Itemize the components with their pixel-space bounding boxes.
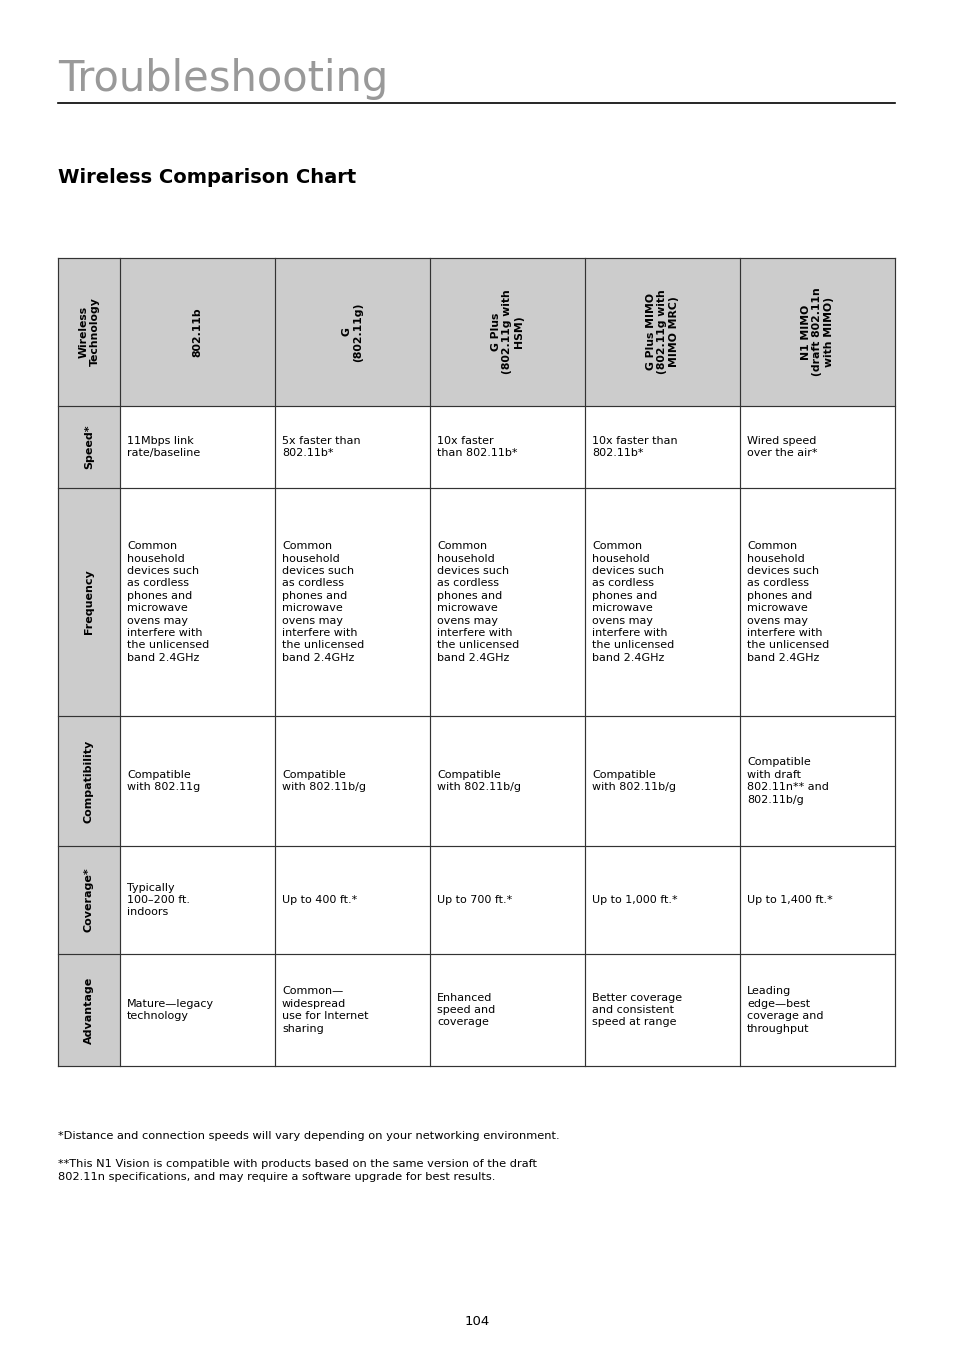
Bar <box>584 846 740 954</box>
Text: Compatible
with 802.11b/g: Compatible with 802.11b/g <box>282 770 366 792</box>
Text: 10x faster
than 802.11b*: 10x faster than 802.11b* <box>436 436 517 458</box>
Bar <box>58 846 120 954</box>
Bar <box>120 716 274 846</box>
Text: G Plus
(802.11g with
HSM): G Plus (802.11g with HSM) <box>491 289 523 375</box>
Bar <box>584 954 740 1066</box>
Bar <box>740 406 894 488</box>
Text: Compatible
with 802.11g: Compatible with 802.11g <box>127 770 200 792</box>
Bar <box>584 258 740 406</box>
Text: Common
household
devices such
as cordless
phones and
microwave
ovens may
interfe: Common household devices such as cordles… <box>592 541 674 662</box>
Text: G Plus MIMO
(802.11g with
MIMO MRC): G Plus MIMO (802.11g with MIMO MRC) <box>645 289 679 375</box>
Text: Wired speed
over the air*: Wired speed over the air* <box>746 436 817 458</box>
Text: Wireless
Technology: Wireless Technology <box>78 297 100 367</box>
Text: Common
household
devices such
as cordless
phones and
microwave
ovens may
interfe: Common household devices such as cordles… <box>282 541 364 662</box>
Bar <box>274 488 430 716</box>
Text: Up to 400 ft.*: Up to 400 ft.* <box>282 895 356 905</box>
Bar <box>274 258 430 406</box>
Bar <box>430 406 584 488</box>
Text: Up to 700 ft.*: Up to 700 ft.* <box>436 895 512 905</box>
Text: Compatible
with 802.11b/g: Compatible with 802.11b/g <box>592 770 676 792</box>
Bar <box>58 716 120 846</box>
Bar <box>740 954 894 1066</box>
Text: Compatibility: Compatibility <box>84 739 94 823</box>
Bar <box>58 406 120 488</box>
Bar <box>430 716 584 846</box>
Text: Coverage*: Coverage* <box>84 868 94 932</box>
Text: Common—
widespread
use for Internet
sharing: Common— widespread use for Internet shar… <box>282 987 368 1033</box>
Text: G
(802.11g): G (802.11g) <box>341 303 363 361</box>
Text: Up to 1,000 ft.*: Up to 1,000 ft.* <box>592 895 677 905</box>
Bar <box>120 258 274 406</box>
Text: Mature—legacy
technology: Mature—legacy technology <box>127 999 213 1021</box>
Bar <box>274 716 430 846</box>
Text: Typically
100–200 ft.
indoors: Typically 100–200 ft. indoors <box>127 883 190 917</box>
Text: N1 MIMO
(draft 802.11n
with MIMO): N1 MIMO (draft 802.11n with MIMO) <box>801 288 833 376</box>
Text: 802.11b: 802.11b <box>193 307 202 357</box>
Bar <box>58 488 120 716</box>
Bar <box>274 846 430 954</box>
Text: Compatible
with 802.11b/g: Compatible with 802.11b/g <box>436 770 520 792</box>
Bar <box>584 488 740 716</box>
Text: Troubleshooting: Troubleshooting <box>58 59 388 99</box>
Text: **This N1 Vision is compatible with products based on the same version of the dr: **This N1 Vision is compatible with prod… <box>58 1159 537 1182</box>
Bar <box>584 406 740 488</box>
Text: 5x faster than
802.11b*: 5x faster than 802.11b* <box>282 436 360 458</box>
Text: Compatible
with draft
802.11n** and
802.11b/g: Compatible with draft 802.11n** and 802.… <box>746 758 828 804</box>
Text: Advantage: Advantage <box>84 976 94 1044</box>
Text: Common
household
devices such
as cordless
phones and
microwave
ovens may
interfe: Common household devices such as cordles… <box>436 541 518 662</box>
Text: Speed*: Speed* <box>84 425 94 469</box>
Bar <box>430 488 584 716</box>
Text: Leading
edge—best
coverage and
throughput: Leading edge—best coverage and throughpu… <box>746 987 822 1033</box>
Bar <box>430 258 584 406</box>
Bar <box>430 954 584 1066</box>
Bar <box>120 846 274 954</box>
Bar <box>120 954 274 1066</box>
Text: 10x faster than
802.11b*: 10x faster than 802.11b* <box>592 436 677 458</box>
Text: *Distance and connection speeds will vary depending on your networking environme: *Distance and connection speeds will var… <box>58 1131 559 1141</box>
Bar <box>120 406 274 488</box>
Text: Common
household
devices such
as cordless
phones and
microwave
ovens may
interfe: Common household devices such as cordles… <box>746 541 828 662</box>
Bar <box>584 716 740 846</box>
Bar <box>740 716 894 846</box>
Bar <box>740 846 894 954</box>
Bar <box>274 406 430 488</box>
Text: Up to 1,400 ft.*: Up to 1,400 ft.* <box>746 895 832 905</box>
Text: Better coverage
and consistent
speed at range: Better coverage and consistent speed at … <box>592 992 681 1028</box>
Bar <box>120 488 274 716</box>
Bar <box>740 488 894 716</box>
Text: Common
household
devices such
as cordless
phones and
microwave
ovens may
interfe: Common household devices such as cordles… <box>127 541 209 662</box>
Text: Frequency: Frequency <box>84 570 94 634</box>
Bar <box>740 258 894 406</box>
Bar <box>58 258 120 406</box>
Bar <box>430 846 584 954</box>
Text: Wireless Comparison Chart: Wireless Comparison Chart <box>58 168 355 187</box>
Bar <box>58 954 120 1066</box>
Text: 11Mbps link
rate/baseline: 11Mbps link rate/baseline <box>127 436 200 458</box>
Bar <box>274 954 430 1066</box>
Text: Enhanced
speed and
coverage: Enhanced speed and coverage <box>436 992 495 1028</box>
Text: 104: 104 <box>464 1315 489 1328</box>
